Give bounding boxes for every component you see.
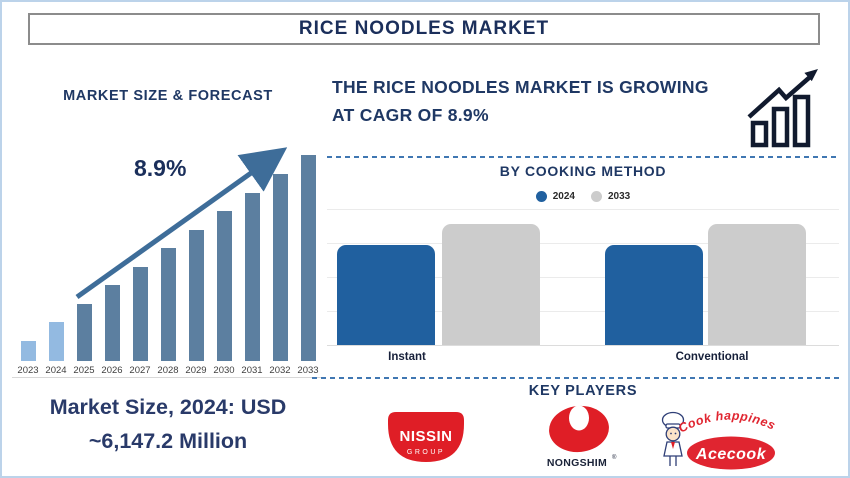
acecook-logo: Cook happiness Acecook — [657, 400, 777, 470]
chef-eye-right — [674, 432, 677, 435]
acecook-wordmark: Acecook — [695, 446, 767, 463]
market-forecast-panel: MARKET SIZE & FORECAST 2023 2024 2025 2026 2… — [12, 60, 324, 474]
year-label: 2027 — [129, 365, 151, 376]
cooking-method-heading: BY COOKING METHOD — [499, 163, 667, 179]
forecast-bar-column: 2023 — [14, 341, 42, 377]
cooking-method-bar-conventional-2033 — [708, 224, 806, 345]
market-size-caption: Market Size, 2024: USD ~6,147.2 Million — [12, 390, 324, 458]
key-players-heading: KEY PLAYERS — [528, 383, 638, 399]
chef-eye-left — [670, 432, 672, 435]
cooking-method-legend: 2024 2033 — [327, 191, 839, 202]
forecast-bar-column: 2030 — [210, 211, 238, 377]
year-label: 2031 — [241, 365, 263, 376]
forecast-chart: 2023 2024 2025 2026 2027 2028 2029 2030 2031 2032… — [12, 155, 324, 377]
nissin-wordmark: NISSIN — [399, 428, 452, 445]
year-label: 2025 — [73, 365, 95, 376]
icon-arrow-head — [804, 69, 818, 82]
nissin-logo: NISSIN GROUP — [388, 412, 464, 462]
cagr-banner-line1: THE RICE NOODLES MARKET IS GROWING — [332, 77, 709, 97]
forecast-bar-2032 — [272, 174, 288, 361]
year-label: 2023 — [17, 365, 39, 376]
cooking-method-bar-instant-2024 — [337, 245, 435, 345]
gridline — [327, 209, 839, 210]
forecast-bar-column: 2031 — [238, 193, 266, 377]
cagr-value-label: 8.9% — [134, 155, 187, 181]
cooking-method-plot — [327, 209, 839, 346]
growth-trend-icon — [747, 69, 818, 148]
dashed-divider-top — [327, 156, 839, 158]
year-label: 2029 — [185, 365, 207, 376]
forecast-bar-2030 — [216, 211, 232, 361]
legend-label-2033: 2033 — [608, 191, 631, 202]
nongshim-logo: NONGSHIM ® — [547, 405, 617, 469]
nissin-group-label: GROUP — [407, 449, 445, 456]
forecast-bar-2031 — [244, 193, 260, 361]
legend-dot-2033 — [591, 191, 602, 202]
forecast-bar-2029 — [188, 230, 204, 361]
title-box: RICE NOODLES MARKET — [28, 13, 820, 45]
gridline — [327, 311, 839, 312]
market-size-caption-line2: ~6,147.2 Million — [88, 429, 248, 453]
market-size-caption-line1: Market Size, 2024: USD — [49, 395, 287, 419]
forecast-bar-column: 2025 — [70, 304, 98, 377]
cagr-banner-line2: AT CAGR OF 8.9% — [332, 105, 489, 125]
forecast-bar-column: 2024 — [42, 322, 70, 377]
icon-bar-small — [750, 120, 769, 148]
acecook-oval — [687, 436, 775, 470]
forecast-bar-2027 — [132, 267, 148, 361]
forecast-bar-column: 2032 — [266, 174, 294, 377]
forecast-axis-line — [12, 377, 324, 378]
legend-item-2033: 2033 — [591, 191, 630, 202]
forecast-bar-2025 — [76, 304, 92, 361]
year-label: 2030 — [213, 365, 235, 376]
forecast-bar-column: 2033 — [294, 155, 322, 377]
category-label-conventional: Conventional — [675, 351, 749, 363]
forecast-bar-2033 — [300, 155, 316, 361]
forecast-bar-2026 — [104, 285, 120, 361]
legend-item-2024: 2024 — [535, 191, 575, 202]
nongshim-registered-mark: ® — [612, 454, 617, 461]
legend-dot-2024 — [535, 191, 547, 202]
nissin-bowl-shape — [388, 412, 464, 462]
page-title: RICE NOODLES MARKET — [298, 18, 550, 39]
cooking-method-bar-instant-2033 — [442, 224, 540, 345]
gridline — [327, 277, 839, 278]
year-label: 2026 — [101, 365, 123, 376]
legend-label-2024: 2024 — [552, 191, 575, 202]
cooking-method-bar-conventional-2024 — [605, 245, 703, 345]
forecast-bar-column: 2028 — [154, 248, 182, 377]
nongshim-seed-highlight — [569, 405, 589, 431]
gridline — [327, 243, 839, 244]
year-label: 2033 — [297, 365, 319, 376]
icon-arrow-line — [747, 75, 812, 119]
forecast-bar-2023 — [20, 341, 36, 361]
forecast-heading: MARKET SIZE & FORECAST — [63, 88, 273, 104]
right-panel: THE RICE NOODLES MARKET IS GROWING AT CA… — [312, 60, 839, 474]
year-label: 2024 — [45, 365, 67, 376]
forecast-bar-2024 — [48, 322, 64, 361]
forecast-bar-2028 — [160, 248, 176, 361]
icon-bar-tall — [792, 94, 811, 148]
year-label: 2028 — [157, 365, 179, 376]
forecast-bar-column: 2027 — [126, 267, 154, 377]
forecast-bar-column: 2029 — [182, 230, 210, 377]
forecast-bar-column: 2026 — [98, 285, 126, 377]
category-label-instant: Instant — [388, 351, 426, 363]
year-label: 2032 — [269, 365, 291, 376]
icon-bar-medium — [771, 106, 790, 148]
cagr-banner-text: THE RICE NOODLES MARKET IS GROWING AT CA… — [332, 73, 709, 129]
nongshim-wordmark: NONGSHIM — [547, 457, 607, 469]
dashed-divider-bottom — [312, 377, 839, 379]
acecook-chef-mascot — [661, 411, 685, 466]
gridline — [327, 345, 839, 346]
